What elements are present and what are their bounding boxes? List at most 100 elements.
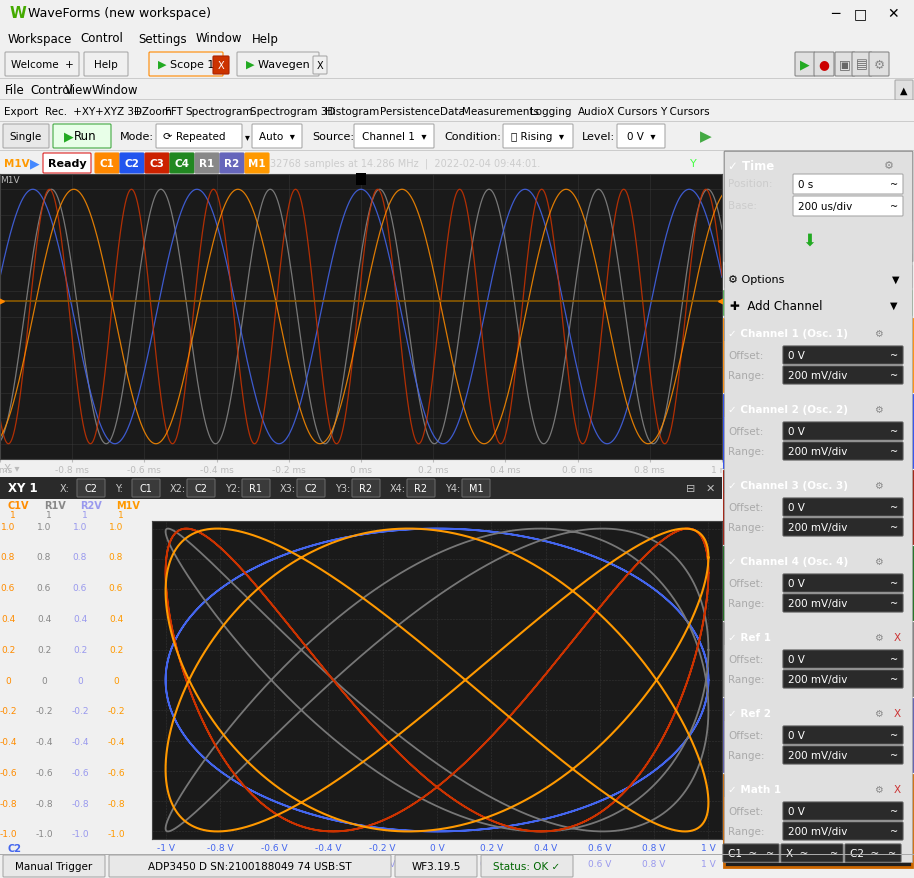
Text: ▼: ▼ — [892, 275, 899, 284]
Text: 200 mV/div: 200 mV/div — [788, 598, 847, 608]
FancyBboxPatch shape — [313, 57, 327, 75]
Text: Control: Control — [30, 84, 73, 97]
Text: ●: ● — [819, 59, 829, 71]
Text: R2V: R2V — [80, 500, 101, 510]
Text: XY 1: XY 1 — [8, 482, 37, 495]
Text: -0.4: -0.4 — [71, 738, 89, 746]
Text: ▶: ▶ — [30, 157, 39, 170]
Text: ~: ~ — [890, 180, 898, 190]
FancyBboxPatch shape — [77, 479, 105, 498]
Text: 0.2: 0.2 — [1, 645, 16, 654]
FancyBboxPatch shape — [43, 154, 91, 174]
Text: 0 V: 0 V — [788, 730, 805, 740]
Text: ~: ~ — [890, 826, 898, 836]
Text: -0.6: -0.6 — [0, 768, 16, 777]
FancyBboxPatch shape — [5, 53, 79, 77]
Text: R1: R1 — [250, 484, 262, 493]
Text: 0.6: 0.6 — [73, 584, 87, 593]
Text: -0.8: -0.8 — [0, 799, 16, 808]
Text: ~: ~ — [766, 848, 774, 858]
Bar — [724, 547, 912, 569]
Text: ADP3450 D SN:2100188049 74 USB:ST: ADP3450 D SN:2100188049 74 USB:ST — [148, 861, 352, 871]
Text: 1.0: 1.0 — [37, 522, 51, 531]
Text: 0.6 V: 0.6 V — [589, 844, 611, 853]
Text: C4: C4 — [175, 159, 189, 169]
Bar — [724, 152, 912, 862]
Text: 0.6: 0.6 — [1, 584, 16, 593]
FancyBboxPatch shape — [462, 479, 490, 498]
FancyBboxPatch shape — [109, 855, 391, 877]
Text: 0.2 V: 0.2 V — [480, 860, 503, 868]
Text: 1: 1 — [10, 511, 16, 520]
Text: Persistence: Persistence — [380, 107, 440, 117]
FancyBboxPatch shape — [783, 518, 903, 536]
Text: 0 s: 0 s — [798, 180, 813, 190]
Text: ~: ~ — [887, 848, 896, 858]
Text: ~: ~ — [890, 598, 898, 608]
FancyBboxPatch shape — [95, 154, 119, 174]
Text: Run: Run — [74, 130, 97, 143]
Text: ▶: ▶ — [64, 130, 74, 143]
Text: Control: Control — [80, 32, 122, 46]
Text: -0.8 V: -0.8 V — [207, 860, 233, 868]
Text: ~: ~ — [890, 447, 898, 457]
Text: X ▾: X ▾ — [4, 464, 19, 473]
Text: -0.4: -0.4 — [0, 738, 16, 746]
Text: -1.0: -1.0 — [35, 830, 53, 838]
Text: -0.6: -0.6 — [71, 768, 89, 777]
Text: W: W — [9, 6, 27, 21]
Text: ~: ~ — [890, 674, 898, 684]
Text: 200 mV/div: 200 mV/div — [788, 371, 847, 380]
Text: 0.2: 0.2 — [109, 645, 123, 654]
Text: 0.2: 0.2 — [37, 645, 51, 654]
Text: +XY: +XY — [70, 107, 95, 117]
Text: 0.4: 0.4 — [109, 615, 123, 623]
Text: X  ~: X ~ — [786, 848, 808, 858]
Text: ✓ Time: ✓ Time — [728, 159, 774, 172]
Text: ✓ Ref 2: ✓ Ref 2 — [728, 709, 771, 718]
Text: Status: OK ✓: Status: OK ✓ — [494, 861, 560, 871]
Text: ~: ~ — [890, 522, 898, 532]
Text: -0.4 V: -0.4 V — [315, 860, 342, 868]
FancyBboxPatch shape — [53, 125, 111, 149]
Bar — [0, 151, 914, 152]
Text: ✓ Channel 4 (Osc. 4): ✓ Channel 4 (Osc. 4) — [728, 557, 848, 566]
Text: 0 V: 0 V — [788, 806, 805, 816]
Text: ⬇: ⬇ — [802, 232, 816, 249]
Text: 0.6 V: 0.6 V — [589, 860, 611, 868]
Text: Level:: Level: — [582, 132, 615, 142]
Text: Workspace: Workspace — [8, 32, 72, 46]
Bar — [0, 100, 914, 101]
FancyBboxPatch shape — [481, 855, 573, 877]
Text: ⚙: ⚙ — [874, 709, 883, 718]
Text: 0.6: 0.6 — [37, 584, 51, 593]
Text: Single: Single — [10, 132, 42, 142]
FancyBboxPatch shape — [783, 347, 903, 364]
Bar — [724, 623, 912, 695]
Text: Welcome  +: Welcome + — [11, 60, 73, 70]
Text: C1  ~: C1 ~ — [728, 848, 758, 858]
Text: -0.2 V: -0.2 V — [369, 844, 396, 853]
FancyBboxPatch shape — [793, 197, 903, 217]
Bar — [724, 291, 912, 315]
Text: -0.2: -0.2 — [0, 707, 16, 716]
Text: ✕: ✕ — [706, 484, 716, 493]
Text: R2: R2 — [359, 484, 373, 493]
Text: +XYZ 3D: +XYZ 3D — [95, 107, 142, 117]
Bar — [724, 775, 912, 867]
FancyBboxPatch shape — [723, 844, 779, 862]
Text: M1V: M1V — [4, 159, 29, 169]
Text: 0 V: 0 V — [788, 502, 805, 513]
Text: ⟋ Rising  ▾: ⟋ Rising ▾ — [512, 132, 565, 142]
Text: 200 mV/div: 200 mV/div — [788, 750, 847, 760]
FancyBboxPatch shape — [195, 154, 219, 174]
Text: Measurements: Measurements — [462, 107, 539, 117]
Text: Y: Y — [690, 159, 696, 169]
Text: ⟳: ⟳ — [163, 132, 173, 142]
Bar — [724, 471, 912, 543]
Text: Rec.: Rec. — [45, 107, 67, 117]
Text: Offset:: Offset: — [728, 730, 763, 740]
Text: -0.2 V: -0.2 V — [369, 860, 396, 868]
Text: Spectrogram: Spectrogram — [185, 107, 252, 117]
FancyBboxPatch shape — [783, 367, 903, 385]
